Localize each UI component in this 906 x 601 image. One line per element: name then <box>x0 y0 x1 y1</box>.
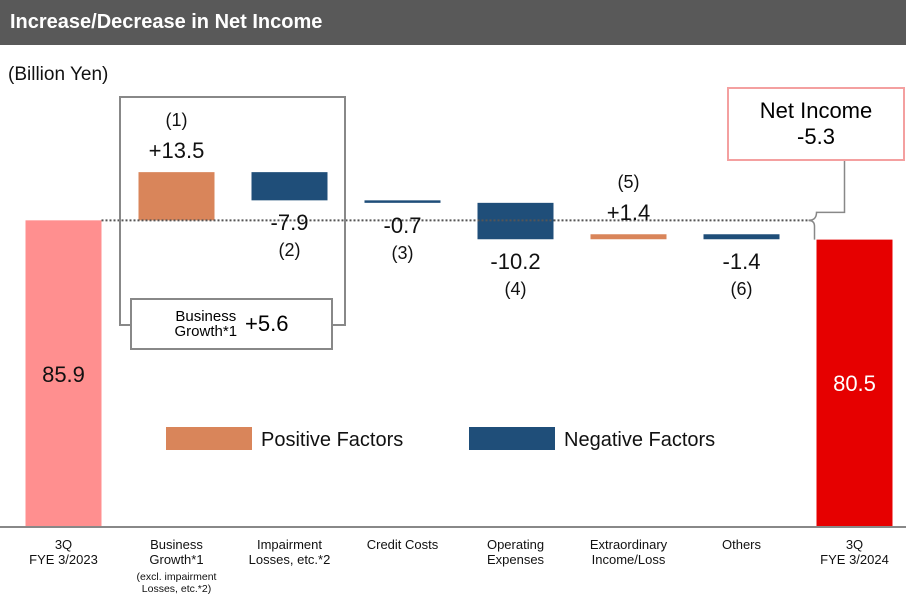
bar <box>25 220 102 527</box>
bar <box>138 172 215 221</box>
value-label: +1.4 <box>606 200 651 226</box>
value-label: -10.2 <box>490 249 541 275</box>
net-change-value: -5.3 <box>797 124 835 149</box>
factor-label: (1) <box>165 110 188 131</box>
x-tick-label: Business Growth*1 <box>149 537 204 567</box>
legend-label: Positive Factors <box>261 429 403 451</box>
bar <box>590 234 667 240</box>
subtotal-value: +5.6 <box>245 311 289 336</box>
value-label: -1.4 <box>722 249 761 275</box>
bar <box>703 234 780 240</box>
net-change-box: Net Income -5.3 <box>727 87 905 161</box>
legend-swatch <box>469 427 555 450</box>
chart-title: Increase/Decrease in Net Income <box>0 0 906 45</box>
value-label: -0.7 <box>383 212 422 238</box>
legend-swatch <box>166 427 252 450</box>
legend-label: Negative Factors <box>564 429 715 451</box>
x-tick-label: Impairment Losses, etc.*2 <box>248 537 331 567</box>
group-bracket <box>119 96 346 326</box>
unit-label: (Billion Yen) <box>8 64 109 85</box>
factor-label: (5) <box>617 172 640 193</box>
bar <box>816 239 893 528</box>
factor-label: (2) <box>278 240 301 261</box>
factor-label: (3) <box>391 242 414 263</box>
x-tick-label: 3Q FYE 3/2024 <box>820 537 889 567</box>
value-label: +13.5 <box>148 138 205 164</box>
category-note: (excl. impairment Losses, etc.*2) <box>136 571 217 595</box>
x-tick-label: 3Q FYE 3/2023 <box>29 537 98 567</box>
x-tick-label: Credit Costs <box>366 537 439 552</box>
x-tick-label: Operating Expenses <box>486 537 545 567</box>
x-tick-label: Extraordinary Income/Loss <box>589 537 668 567</box>
x-tick-label: Others <box>721 537 761 552</box>
subtotal-box: Business Growth*1 +5.6 <box>130 298 333 350</box>
value-label: -7.9 <box>270 210 309 236</box>
bar <box>364 200 441 203</box>
factor-label: (4) <box>504 279 527 300</box>
net-change-label: Net Income <box>759 97 873 123</box>
value-label: 80.5 <box>833 371 876 397</box>
brace <box>808 219 816 240</box>
net-leader <box>808 154 846 222</box>
bar <box>251 172 328 201</box>
value-label: 85.9 <box>42 361 85 387</box>
subtotal-label: Business Growth*1 <box>174 308 238 340</box>
factor-label: (6) <box>730 279 753 300</box>
